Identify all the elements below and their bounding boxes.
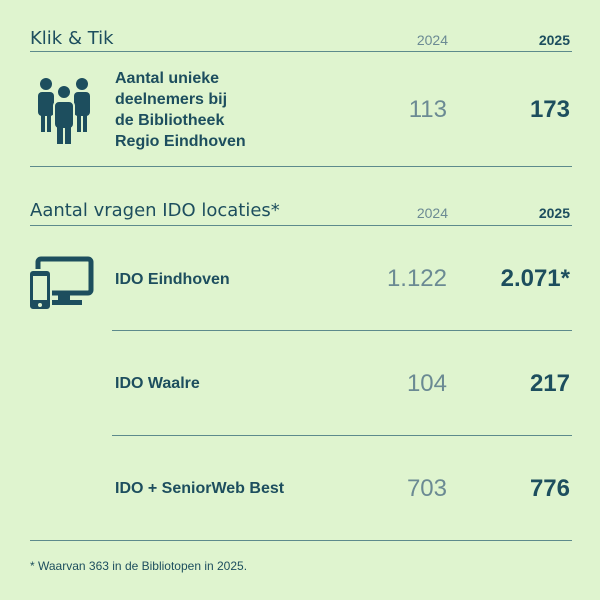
row-label: IDO + SeniorWeb Best <box>115 478 284 499</box>
label-line: Regio Eindhoven <box>115 133 246 150</box>
divider <box>30 166 572 167</box>
row-label: IDO Eindhoven <box>115 269 230 290</box>
value-2024: 104 <box>406 370 447 397</box>
section-title: Klik & Tik <box>30 28 114 49</box>
label-line: IDO Waalre <box>115 375 200 392</box>
divider <box>30 540 572 541</box>
label-line: deelnemers bij <box>115 91 228 108</box>
label-line: IDO Eindhoven <box>115 271 230 288</box>
value-2024: 1.122 <box>386 265 447 292</box>
column-header: 2025 <box>538 32 570 48</box>
value-2025: 173 <box>529 96 570 123</box>
value-2024: 113 <box>408 96 447 123</box>
row-label: IDO Waalre <box>115 373 200 394</box>
row-label: Aantal unieke deelnemers bij de Bibliothee… <box>115 68 246 152</box>
column-header: 2025 <box>538 205 570 221</box>
value-2025: 776 <box>529 475 570 502</box>
people-icon <box>38 78 90 144</box>
divider <box>30 225 572 226</box>
divider <box>30 51 572 52</box>
devices-icon <box>28 256 94 311</box>
section-title: Aantal vragen IDO locaties* <box>30 200 280 221</box>
divider <box>112 435 572 436</box>
footnote: * Waarvan 363 in de Bibliotopen in 2025. <box>30 559 248 573</box>
label-line: de Bibliotheek <box>115 112 225 129</box>
column-header: 2024 <box>416 205 448 221</box>
value-2025: 2.071* <box>500 265 570 292</box>
value-2025: 217 <box>529 370 570 397</box>
column-header: 2024 <box>416 32 448 48</box>
label-line: Aantal unieke <box>115 70 220 87</box>
value-2024: 703 <box>406 475 447 502</box>
divider <box>112 330 572 331</box>
label-line: IDO + SeniorWeb Best <box>115 480 285 497</box>
